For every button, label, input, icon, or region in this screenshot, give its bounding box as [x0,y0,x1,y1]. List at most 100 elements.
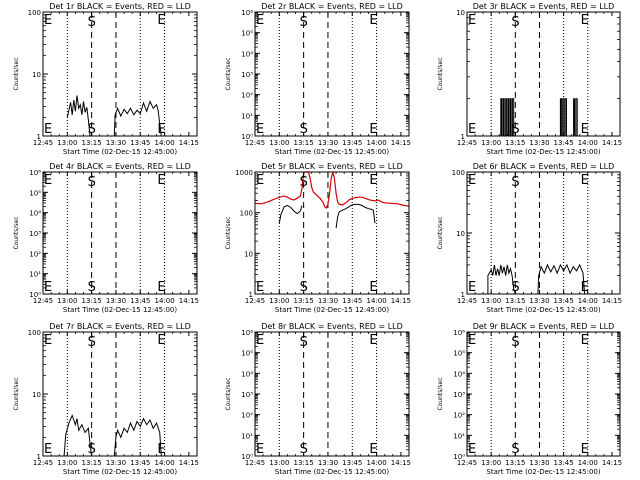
y-axis-label: Counts/sec [225,377,232,410]
y-tick-label: 100 [240,210,253,218]
y-tick-label: 10⁰ [29,291,41,299]
x-tick-label: 12:45 [457,139,477,147]
x-tick-label: 14:15 [391,139,411,147]
series-line [559,98,578,137]
x-tick-label: 14:15 [179,459,199,467]
marker-s-lower: S [300,122,308,137]
marker-e: E [369,13,377,28]
x-tick-label: 13:15 [505,459,525,467]
marker-e-lower: E [44,280,52,295]
x-tick-label: 12:45 [33,297,53,305]
x-axis-label: Start Time (02-Dec-15 12:45:00) [63,306,177,314]
y-tick-label: 10⁴ [241,50,253,58]
y-tick-label: 10³ [241,71,253,79]
marker-e: E [44,333,52,348]
marker-s-lower: S [88,442,96,457]
panel-title: Det 2r BLACK = Events, RED = LLD [261,2,403,11]
y-tick-label: 10³ [29,230,41,238]
marker-e-lower: E [256,280,264,295]
marker-s-lower: S [88,122,96,137]
x-tick-label: 13:15 [294,139,314,147]
x-tick-label: 14:15 [179,139,199,147]
marker-e-lower: E [581,122,589,137]
x-tick-label: 13:45 [130,139,150,147]
panel-title: Det 6r BLACK = Events, RED = LLD [473,162,615,171]
marker-e-lower: E [44,122,52,137]
panel-det-5: Det 5r BLACK = Events, RED = LLD E E S S E E 12… [225,162,411,314]
marker-s: S [88,175,96,190]
x-tick-label: 12:45 [457,297,477,305]
x-tick-label: 13:00 [269,459,289,467]
x-tick-label: 14:15 [602,459,622,467]
marker-s-lower: S [88,280,96,295]
x-tick-label: 13:45 [342,297,362,305]
marker-e-lower: E [369,280,377,295]
y-tick-label: 10 [32,391,41,399]
x-tick-label: 13:00 [269,139,289,147]
x-tick-label: 12:45 [33,139,53,147]
x-tick-label: 13:45 [342,139,362,147]
y-tick-label: 10⁶ [241,329,253,337]
y-tick-label: 10⁵ [241,30,253,38]
x-tick-label: 13:15 [294,459,314,467]
y-tick-label: 10 [32,71,41,79]
x-tick-label: 13:00 [481,297,501,305]
x-tick-label: 14:15 [602,297,622,305]
x-tick-label: 14:15 [602,139,622,147]
x-axis-label: Start Time (02-Dec-15 12:45:00) [486,148,600,156]
y-tick-label: 10³ [453,391,465,399]
panel-det-6: Det 6r BLACK = Events, RED = LLD E E S S E E 12… [437,162,622,314]
x-tick-label: 13:15 [505,139,525,147]
y-tick-label: 1000 [235,169,253,177]
x-tick-label: 13:45 [342,459,362,467]
y-tick-label: 1 [37,453,41,461]
marker-s: S [511,335,519,350]
x-tick-label: 13:00 [481,459,501,467]
x-tick-label: 13:30 [529,139,549,147]
series-line [63,414,93,457]
x-axis-label: Start Time (02-Dec-15 12:45:00) [486,306,600,314]
marker-e: E [157,333,165,348]
marker-e: E [369,333,377,348]
panel-det-1: Det 1r BLACK = Events, RED = LLD E E S S E E 12… [13,2,199,156]
x-tick-label: 13:15 [82,139,102,147]
y-tick-label: 10 [456,9,465,17]
marker-e-lower: E [369,442,377,457]
series-line [66,95,92,137]
series-line [278,204,303,224]
y-tick-label: 10³ [241,391,253,399]
y-tick-label: 100 [452,169,465,177]
x-axis-label: Start Time (02-Dec-15 12:45:00) [63,148,177,156]
x-tick-label: 13:00 [481,139,501,147]
y-tick-label: 10⁴ [29,210,41,218]
x-tick-label: 13:15 [505,297,525,305]
x-tick-label: 12:45 [33,459,53,467]
x-tick-label: 14:00 [578,459,598,467]
panel-title: Det 8r BLACK = Events, RED = LLD [261,322,403,331]
y-tick-label: 10 [244,250,253,258]
y-tick-label: 10¹ [29,271,41,279]
plot-frame [42,11,198,137]
x-tick-label: 13:30 [106,297,126,305]
y-tick-label: 10⁵ [241,350,253,358]
marker-s-lower: S [300,442,308,457]
x-tick-label: 14:00 [366,139,386,147]
marker-s-lower: S [300,280,308,295]
marker-e-lower: E [256,442,264,457]
x-tick-label: 13:00 [269,297,289,305]
y-tick-label: 1 [37,133,41,141]
panel-det-8: Det 8r BLACK = Events, RED = LLD E E S S E E 12… [225,322,411,476]
panel-title: Det 5r BLACK = Events, RED = LLD [261,162,403,171]
x-tick-label: 13:30 [106,139,126,147]
x-tick-label: 13:45 [554,459,574,467]
marker-e-lower: E [581,442,589,457]
marker-e-lower: E [44,442,52,457]
y-axis-label: Counts/sec [225,216,232,249]
marker-s: S [88,15,96,30]
marker-e: E [581,173,589,188]
x-tick-label: 14:15 [391,297,411,305]
y-tick-label: 100 [28,9,41,17]
plot-frame [42,171,198,295]
plot-frame [254,11,410,137]
marker-e-lower: E [157,280,165,295]
